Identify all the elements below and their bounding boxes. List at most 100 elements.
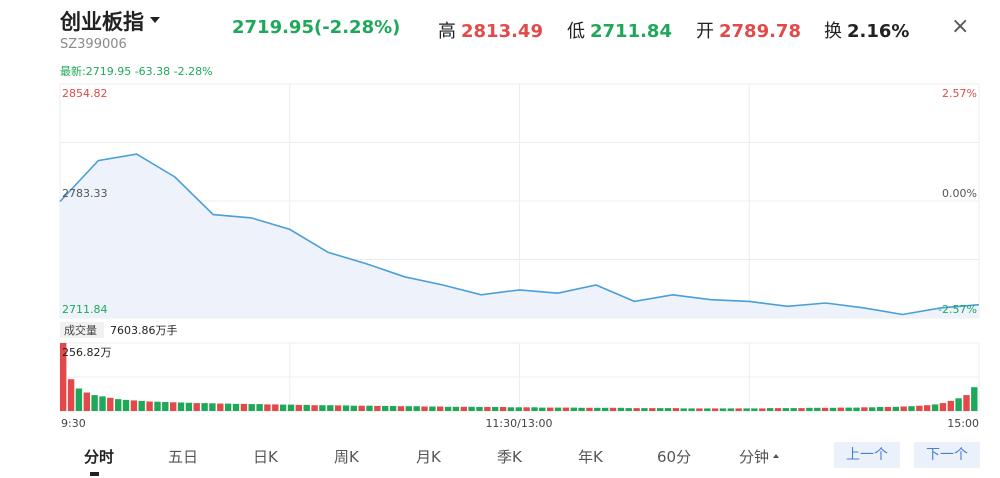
volume-bar — [547, 407, 554, 411]
volume-bar — [829, 407, 837, 411]
volume-bar — [971, 387, 978, 411]
turnover-label: 换 — [824, 21, 842, 42]
volume-bar — [900, 406, 907, 411]
volume-bar — [798, 408, 805, 411]
volume-bar — [122, 399, 130, 411]
volume-bar — [507, 407, 515, 411]
close-icon[interactable]: × — [951, 14, 970, 39]
volume-bar — [837, 407, 844, 411]
low-stat: 低 2711.84 — [567, 17, 672, 43]
index-code: SZ399006 — [60, 37, 127, 52]
volume-bar — [594, 407, 601, 411]
price-line — [59, 153, 980, 316]
volume-bar — [806, 407, 813, 411]
low-value: 2711.84 — [590, 21, 672, 42]
volume-max-label: 256.82万 — [62, 346, 112, 359]
volume-bar — [75, 388, 83, 411]
tab-monthly-k[interactable]: 月K — [416, 448, 441, 466]
volume-bar — [672, 408, 680, 411]
volume-bar — [531, 407, 538, 411]
tab-weekly-k[interactable]: 周K — [334, 448, 359, 466]
y-mid-label: 2783.33 — [62, 187, 108, 200]
volume-bar — [586, 407, 593, 411]
volume-bar — [751, 408, 758, 411]
y-min-label: 2711.84 — [62, 303, 108, 316]
volume-bar — [711, 408, 719, 411]
volume-bar — [853, 407, 860, 411]
volume-bar — [83, 392, 90, 411]
volume-bar — [303, 404, 310, 411]
volume-bar — [939, 403, 947, 411]
caret-up-icon — [773, 453, 780, 458]
volume-bar — [743, 408, 750, 411]
volume-bar — [609, 407, 617, 411]
volume-bar — [350, 405, 357, 411]
volume-total: 7603.86万手 — [110, 323, 178, 337]
volume-bar — [334, 405, 342, 411]
high-stat: 高 2813.49 — [438, 17, 543, 43]
volume-bar — [405, 406, 412, 411]
volume-bar — [916, 405, 923, 411]
volume-bar — [437, 406, 444, 411]
volume-bar — [845, 407, 852, 411]
volume-bar — [217, 403, 224, 411]
tab-60min[interactable]: 60分 — [657, 448, 692, 466]
tab-intraday[interactable]: 分时 — [84, 448, 115, 466]
volume-bar — [869, 407, 876, 411]
volume-bar — [256, 404, 263, 411]
y-max-label: 2854.82 — [62, 87, 108, 100]
volume-bar — [790, 408, 797, 411]
turnover-stat: 换 2.16% — [824, 17, 909, 43]
volume-bar — [523, 407, 530, 411]
tab-daily-k[interactable]: 日K — [253, 448, 278, 466]
volume-bar — [224, 403, 232, 411]
volume-bar — [319, 405, 326, 411]
volume-bar — [947, 400, 954, 411]
pct-bottom-label: -2.57% — [938, 303, 977, 316]
volume-bar — [67, 379, 75, 411]
volume-bar — [759, 408, 766, 411]
volume-bar — [232, 403, 240, 411]
volume-bar — [861, 407, 868, 411]
volume-bar — [476, 407, 483, 411]
volume-bar — [342, 405, 350, 411]
volume-bar — [955, 398, 962, 411]
volume-bar — [892, 406, 899, 411]
volume-bar — [146, 401, 153, 411]
prev-button[interactable]: 上一个 — [834, 442, 900, 468]
volume-label: 成交量 — [64, 323, 97, 337]
tab-quarterly-k[interactable]: 季K — [497, 448, 522, 466]
tab-yearly-k[interactable]: 年K — [578, 448, 603, 466]
volume-bar — [460, 406, 467, 411]
volume-bar — [248, 404, 255, 411]
volume-bar — [688, 408, 695, 411]
dropdown-caret-icon[interactable] — [150, 17, 160, 23]
volume-bar — [177, 402, 185, 411]
time-mid-label: 11:30/13:00 — [485, 417, 552, 430]
pct-top-label: 2.57% — [942, 87, 977, 100]
low-label: 低 — [567, 21, 585, 42]
volume-bar — [366, 405, 373, 411]
volume-bar — [908, 406, 915, 411]
volume-bar — [91, 395, 98, 411]
volume-bar — [421, 406, 428, 411]
turnover-value: 2.16% — [847, 21, 910, 42]
volume-bar — [727, 408, 734, 411]
next-button[interactable]: 下一个 — [914, 442, 980, 468]
tab-minute[interactable]: 分钟 — [739, 446, 780, 467]
volume-bar — [515, 407, 522, 411]
index-title[interactable]: 创业板指 — [60, 6, 160, 36]
volume-bar — [413, 406, 420, 411]
volume-bar — [633, 408, 640, 411]
volume-bar — [562, 407, 570, 411]
volume-bar — [641, 408, 648, 411]
tab-five-day[interactable]: 五日 — [168, 448, 199, 466]
volume-bar — [138, 400, 145, 411]
volume-bar — [358, 405, 365, 411]
active-tab-indicator — [90, 472, 99, 476]
volume-bar — [649, 408, 656, 411]
volume-bar — [664, 408, 672, 411]
volume-bar — [931, 404, 939, 411]
volume-bar — [625, 408, 632, 411]
